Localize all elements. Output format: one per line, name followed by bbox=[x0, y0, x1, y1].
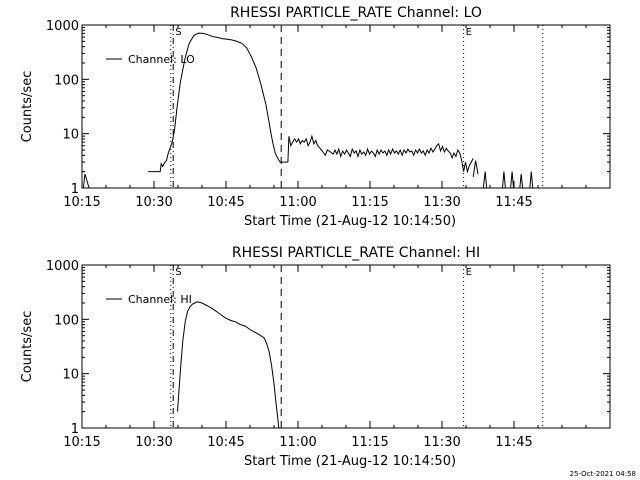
y-tick-label: 1000 bbox=[46, 19, 79, 34]
series-line bbox=[148, 32, 288, 173]
x-tick-label: 11:30 bbox=[423, 195, 460, 210]
x-tick-label: 10:15 bbox=[63, 195, 100, 210]
x-tick-label: 10:45 bbox=[207, 195, 244, 210]
x-tick-label: 10:30 bbox=[135, 435, 172, 450]
series-line bbox=[287, 134, 474, 174]
series-line bbox=[502, 171, 506, 189]
y-tick-label: 10 bbox=[62, 368, 79, 383]
y-tick-label: 1 bbox=[71, 182, 79, 197]
marker-label: S bbox=[175, 267, 181, 278]
chart-title: RHESSI PARTICLE_RATE Channel: LO bbox=[230, 5, 482, 21]
x-tick-label: 11:30 bbox=[423, 435, 460, 450]
x-tick-label: 11:45 bbox=[495, 435, 532, 450]
x-axis-label: Start Time (21-Aug-12 10:14:50) bbox=[244, 214, 456, 229]
x-tick-label: 11:15 bbox=[351, 435, 388, 450]
chart-title: RHESSI PARTICLE_RATE Channel: HI bbox=[232, 245, 480, 261]
y-tick-label: 1000 bbox=[46, 259, 79, 274]
series-line bbox=[82, 173, 90, 189]
series-line bbox=[529, 171, 534, 189]
y-axis-label: Counts/sec bbox=[20, 311, 35, 383]
plot-frame bbox=[81, 264, 611, 429]
legend-label: Channel: LO bbox=[128, 53, 195, 66]
chart-panel-2: RHESSI PARTICLE_RATE Channel: HI 1 10 100 10… bbox=[20, 245, 611, 469]
series-line bbox=[482, 171, 488, 189]
marker-label: S bbox=[175, 27, 181, 38]
y-tick-label: 1 bbox=[71, 422, 79, 437]
y-tick-label: 100 bbox=[54, 313, 79, 328]
y-tick-label: 100 bbox=[54, 73, 79, 88]
y-axis-label: Counts/sec bbox=[20, 71, 35, 143]
x-tick-label: 11:00 bbox=[279, 435, 316, 450]
series-line bbox=[519, 174, 524, 189]
x-tick-label: 11:45 bbox=[495, 195, 532, 210]
x-tick-label: 10:15 bbox=[63, 435, 100, 450]
series-line bbox=[510, 171, 514, 189]
x-tick-label: 11:00 bbox=[279, 195, 316, 210]
x-tick-label: 11:15 bbox=[351, 195, 388, 210]
x-tick-label: 10:30 bbox=[135, 195, 172, 210]
chart-panel-1: RHESSI PARTICLE_RATE Channel: LO 1 10 100 10… bbox=[20, 5, 611, 229]
generation-timestamp: 25-Oct-2021 04:58 bbox=[569, 470, 636, 478]
legend-label: Channel: HI bbox=[128, 293, 192, 306]
x-tick-label: 10:45 bbox=[207, 435, 244, 450]
x-axis-label: Start Time (21-Aug-12 10:14:50) bbox=[244, 454, 456, 469]
series-line bbox=[177, 301, 280, 429]
marker-label: E bbox=[466, 27, 472, 38]
marker-label: E bbox=[466, 267, 472, 278]
series-line bbox=[472, 160, 479, 177]
y-tick-label: 10 bbox=[62, 128, 79, 143]
plot-frame bbox=[81, 24, 611, 189]
